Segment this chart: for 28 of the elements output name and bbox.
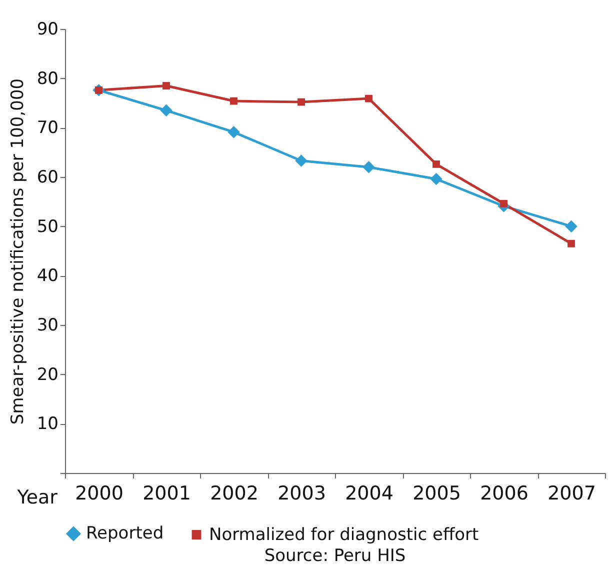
x-tick-label: 2005	[412, 482, 461, 504]
point	[362, 161, 375, 174]
y-tick-label: 10	[36, 414, 58, 434]
point	[430, 172, 442, 186]
y-tick-label: 70	[36, 118, 58, 138]
point	[295, 154, 308, 167]
x-tick-label: 2002	[210, 482, 258, 504]
y-tick-label: 40	[36, 266, 58, 286]
point	[160, 104, 172, 117]
y-tick-label: 80	[36, 68, 58, 89]
point	[565, 220, 578, 232]
source-note: Source: Peru HIS	[264, 546, 406, 566]
x-tick-label: 2000	[75, 482, 124, 504]
legend-label: Reported	[86, 524, 164, 544]
legend-label: Normalized for diagnostic effort	[209, 524, 480, 545]
x-axis-title: Year	[16, 486, 58, 508]
y-tick-label: 90	[36, 20, 58, 40]
x-tick-label: 2006	[480, 482, 528, 504]
x-tick-label: 2007	[548, 482, 596, 504]
y-axis-title: Smear-positive notifications per 100,000	[8, 78, 28, 425]
x-tick-label: 2001	[142, 482, 191, 504]
y-tick-label: 30	[36, 316, 58, 336]
x-tick-label: 2003	[278, 482, 326, 504]
point	[228, 126, 240, 138]
x-tick-label: 2004	[345, 482, 394, 504]
y-tick-label: 60	[36, 168, 58, 188]
y-tick-label: 20	[36, 364, 58, 385]
y-tick-label: 50	[36, 216, 58, 237]
